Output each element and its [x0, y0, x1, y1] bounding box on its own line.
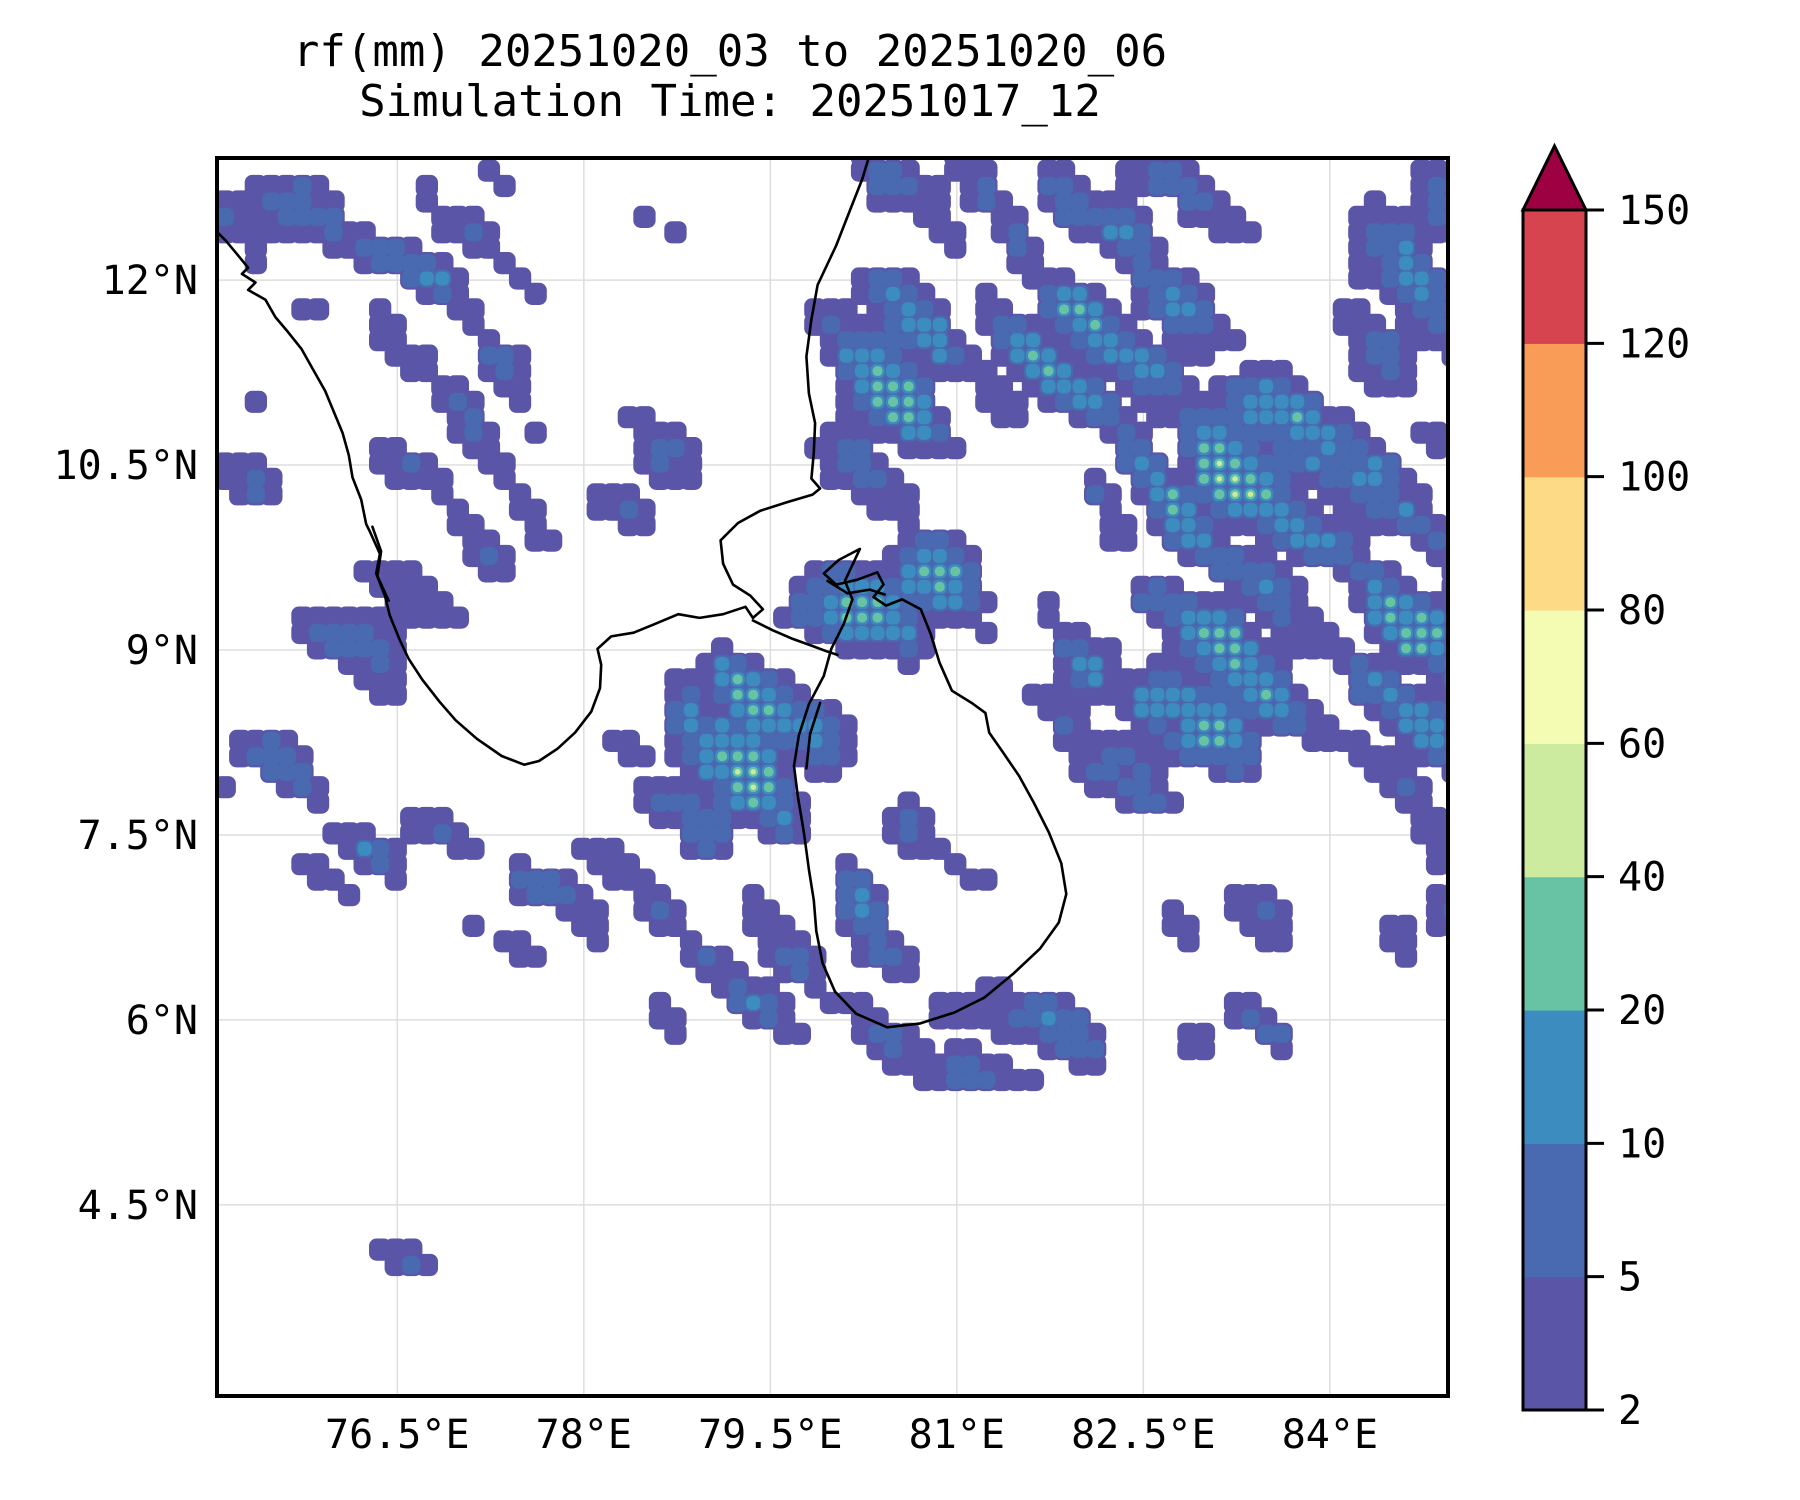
x-tick-label: 82.5°E	[1071, 1412, 1216, 1458]
colorbar-segment-40-60	[1523, 743, 1586, 878]
y-tick-label: 9°N	[126, 628, 198, 674]
colorbar-tick-label: 150	[1618, 188, 1690, 234]
colorbar-tick-label: 60	[1618, 721, 1666, 767]
y-tick-label: 7.5°N	[78, 813, 198, 859]
x-axis-tick-labels: 76.5°E 78°E 79.5°E 81°E 82.5°E 84°E	[325, 1412, 1378, 1458]
colorbar-tick-label: 80	[1618, 588, 1666, 634]
rain-level-20	[717, 304, 1442, 808]
colorbar-tick-label: 20	[1618, 988, 1666, 1034]
colorbar-segment-80-100	[1523, 476, 1586, 611]
colorbar-tick-label: 10	[1618, 1121, 1666, 1167]
y-tick-label: 12°N	[102, 258, 198, 304]
colorbar-segment-5-10	[1523, 1143, 1586, 1278]
coastline-kerala-backwaters	[371, 525, 390, 602]
coastline-adams-bridge	[751, 619, 839, 657]
coastlines	[217, 158, 1068, 1029]
y-tick-label: 6°N	[126, 998, 198, 1044]
colorbar-segment-60-80	[1523, 610, 1586, 744]
map-border	[215, 156, 1450, 1398]
colorbar-segment-2-5	[1523, 1276, 1586, 1411]
colorbar-segment-100-120	[1523, 343, 1586, 478]
y-axis-tick-labels: 12°N 10.5°N 9°N 7.5°N 6°N 4.5°N	[54, 258, 199, 1229]
coastline-sri-lanka	[792, 547, 1068, 1029]
x-tick-label: 76.5°E	[325, 1412, 470, 1458]
y-tick-label: 10.5°N	[54, 443, 199, 489]
colorbar: 2 5 10 20 40 60 80 100 120 150	[1520, 142, 1690, 1434]
x-tick-label: 81°E	[909, 1412, 1005, 1458]
colorbar-tick-label: 5	[1618, 1255, 1642, 1301]
colorbar-segment-10-20	[1523, 1010, 1586, 1144]
chart-title: rf(mm) 20251020_03 to 20251020_06	[293, 26, 1167, 77]
colorbar-segment-120-150	[1523, 210, 1586, 344]
colorbar-segment-20-40	[1523, 876, 1586, 1011]
x-tick-label: 84°E	[1282, 1412, 1378, 1458]
x-tick-label: 78°E	[536, 1412, 632, 1458]
colorbar-outline	[1521, 208, 1588, 1412]
coastline-jaffna-lagoon	[826, 579, 886, 596]
coastline-puttalam-lagoon	[805, 701, 822, 770]
colorbar-tick-label: 100	[1618, 455, 1690, 501]
rain-level-40	[734, 460, 1254, 790]
colorbar-tick-label: 2	[1618, 1388, 1642, 1434]
chart-subtitle: Simulation Time: 20251017_12	[359, 76, 1101, 127]
coastline-india	[217, 158, 870, 766]
colorbar-tick-label: 40	[1618, 855, 1666, 901]
y-tick-label: 4.5°N	[78, 1183, 198, 1229]
rain-contour-field	[217, 158, 1448, 1277]
x-tick-label: 79.5°E	[698, 1412, 843, 1458]
colorbar-tick-label: 120	[1618, 321, 1690, 367]
